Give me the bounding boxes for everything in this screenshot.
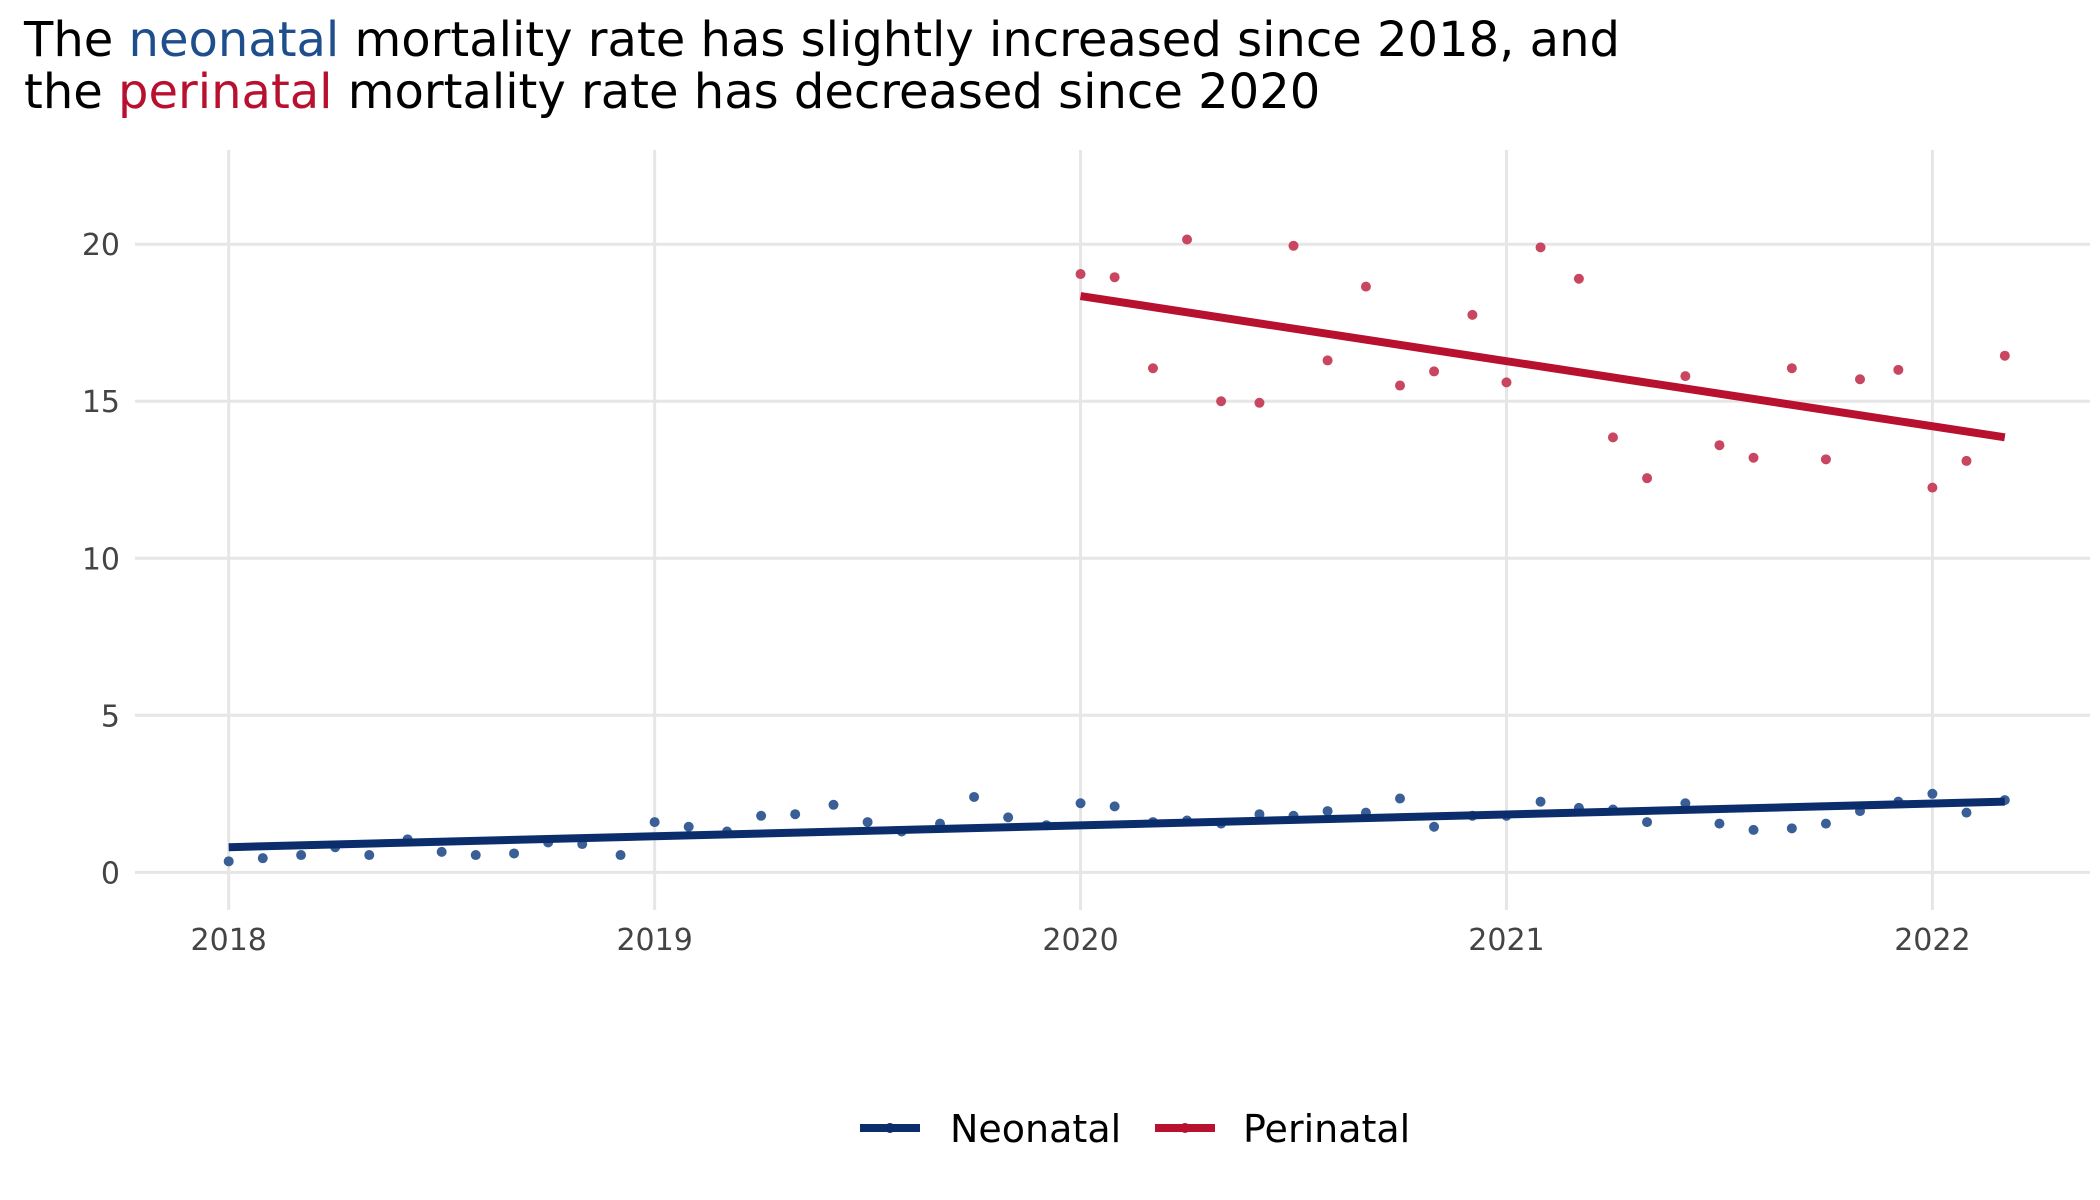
perinatal-point	[1573, 273, 1584, 284]
legend-label-perinatal: Perinatal	[1243, 1107, 1410, 1151]
neonatal-point	[364, 850, 375, 861]
perinatal-point	[1999, 350, 2010, 361]
neonatal-point	[1786, 823, 1797, 834]
perinatal-point	[1147, 363, 1158, 374]
perinatal-point	[1535, 242, 1546, 253]
x-tick-label: 2018	[191, 923, 267, 958]
neonatal-point	[756, 810, 767, 821]
neonatal-point	[1642, 817, 1653, 828]
perinatal-point	[1501, 377, 1512, 388]
perinatal-point	[1786, 363, 1797, 374]
perinatal-point	[1855, 374, 1865, 385]
perinatal-point	[1714, 440, 1725, 451]
neonatal-point	[1003, 812, 1014, 823]
neonatal-point	[615, 850, 626, 861]
perinatal-point	[1075, 269, 1086, 280]
neonatal-point	[828, 799, 839, 810]
perinatal-point	[1893, 364, 1904, 375]
perinatal-point	[1288, 240, 1299, 251]
perinatal-point	[1961, 455, 1972, 466]
y-tick-label: 0	[101, 856, 120, 891]
perinatal-series	[1075, 234, 2010, 493]
perinatal-point	[1322, 355, 1333, 366]
perinatal-point	[1109, 272, 1120, 283]
chart-title: The neonatal mortality rate has slightly…	[24, 14, 1620, 118]
perinatal-point	[1360, 281, 1371, 292]
y-tick-label: 10	[82, 542, 120, 577]
x-tick-label: 2020	[1042, 923, 1118, 958]
neonatal-point	[969, 791, 980, 802]
y-tick-label: 15	[82, 385, 120, 420]
neonatal-point	[790, 809, 801, 820]
neonatal-point	[223, 856, 234, 867]
perinatal-point	[1182, 234, 1193, 245]
neonatal-point	[509, 848, 520, 859]
neonatal-point	[470, 850, 481, 861]
title-line-1: The neonatal mortality rate has slightly…	[24, 12, 1620, 68]
neonatal-point	[1322, 806, 1333, 817]
neonatal-point	[1820, 818, 1831, 829]
legend-item-neonatal: Neonatal	[860, 1107, 1121, 1151]
neonatal-point	[649, 817, 660, 828]
neonatal-series	[223, 788, 2010, 867]
grid-lines	[135, 150, 2090, 910]
perinatal-point	[1642, 473, 1653, 484]
neonatal-point	[1109, 801, 1120, 812]
title-line-2: the perinatal mortality rate has decreas…	[24, 64, 1321, 120]
neonatal-point	[1535, 796, 1546, 807]
y-tick-label: 20	[82, 228, 120, 263]
neonatal-trend-line	[228, 797, 2005, 852]
perinatal-point	[1467, 309, 1478, 320]
title-perinatal-highlight: perinatal	[118, 64, 333, 120]
x-tick-label: 2019	[616, 923, 692, 958]
neonatal-point	[1395, 793, 1405, 804]
title-neonatal-highlight: neonatal	[128, 12, 340, 68]
x-axis-ticks: 2018 2019 2020 2021 2022	[191, 923, 1971, 958]
neonatal-point	[1680, 798, 1691, 809]
perinatal-point	[1254, 397, 1265, 408]
neonatal-point	[257, 853, 268, 864]
legend-item-perinatal: Perinatal	[1155, 1107, 1410, 1151]
neonatal-point	[1927, 788, 1938, 799]
y-tick-label: 5	[101, 699, 120, 734]
x-tick-label: 2021	[1468, 923, 1544, 958]
neonatal-point	[862, 817, 873, 828]
perinatal-point	[1820, 454, 1831, 465]
legend-dot-perinatal	[1180, 1123, 1190, 1133]
neonatal-point	[1714, 818, 1725, 829]
legend-dot-neonatal	[885, 1123, 895, 1133]
x-tick-label: 2022	[1894, 923, 1970, 958]
neonatal-point	[296, 850, 307, 861]
perinatal-point	[1395, 380, 1405, 391]
neonatal-point	[1748, 824, 1759, 835]
neonatal-point	[1429, 821, 1440, 832]
neonatal-point	[1075, 798, 1086, 809]
legend-label-neonatal: Neonatal	[950, 1107, 1121, 1151]
neonatal-point	[683, 821, 694, 832]
neonatal-point	[1961, 807, 1972, 818]
data-marks	[223, 234, 2010, 867]
perinatal-point	[1748, 452, 1759, 463]
neonatal-point	[436, 846, 447, 857]
perinatal-point	[1680, 371, 1691, 382]
perinatal-point	[1216, 396, 1227, 407]
perinatal-point	[1429, 366, 1440, 377]
y-axis-ticks: 0 5 10 15 20	[82, 228, 120, 891]
perinatal-point	[1927, 482, 1938, 493]
perinatal-point	[1607, 432, 1618, 443]
perinatal-trend-line	[1079, 292, 2006, 442]
legend: Neonatal Perinatal	[860, 1107, 1410, 1151]
